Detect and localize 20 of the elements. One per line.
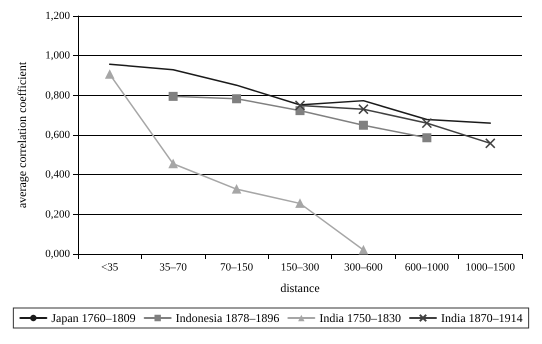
legend-label: Japan 1760–1809 (51, 311, 136, 325)
legend-label: India 1870–1914 (440, 311, 523, 325)
y-tick-label: 0,600 (45, 129, 70, 141)
x-tick-label: 150–300 (280, 262, 320, 274)
x-tick-label: 35–70 (159, 262, 188, 274)
legend-label: India 1750–1830 (319, 311, 401, 325)
x-tick-label: 1000–1500 (466, 262, 516, 274)
x-tick-label: 300–600 (344, 262, 384, 274)
x-tick-label: <35 (101, 262, 119, 274)
x-axis-title: distance (280, 281, 320, 295)
y-tick-label: 0,000 (45, 248, 70, 260)
y-tick-label: 0,200 (45, 208, 70, 220)
y-tick-label: 1,000 (45, 50, 70, 62)
x-tick-label: 70–150 (220, 262, 254, 274)
x-tick-label: 600–1000 (404, 262, 450, 274)
y-axis-title: average correlation coefficient (15, 61, 29, 208)
y-tick-label: 0,800 (45, 89, 70, 102)
y-tick-label: 1,200 (45, 10, 70, 22)
legend-label: Indonesia 1878–1896 (176, 311, 280, 325)
y-tick-label: 0,400 (45, 168, 70, 181)
